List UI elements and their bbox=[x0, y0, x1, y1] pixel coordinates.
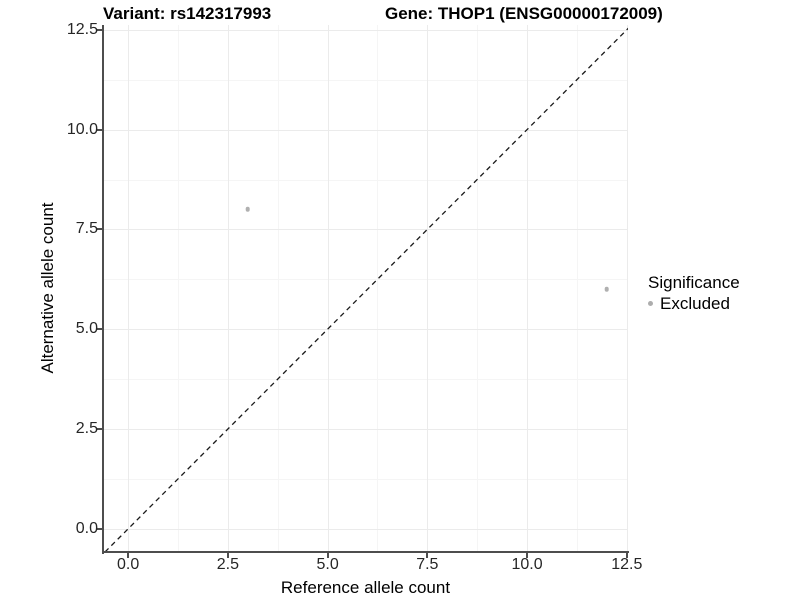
x-tick-mark bbox=[625, 553, 628, 558]
gridline-major-h bbox=[103, 528, 628, 530]
gridline-minor-h bbox=[103, 79, 628, 81]
gridline-major-v bbox=[128, 25, 130, 552]
data-point bbox=[604, 287, 610, 292]
gridline-minor-v bbox=[277, 25, 279, 552]
gridline-major-h bbox=[103, 129, 628, 131]
x-axis-line bbox=[102, 551, 629, 553]
y-tick-label: 0.0 bbox=[75, 519, 98, 537]
x-tick-label: 5.0 bbox=[316, 556, 339, 573]
legend-item-excluded: Excluded bbox=[648, 294, 740, 313]
x-axis-title: Reference allele count bbox=[280, 578, 451, 597]
y-tick-mark bbox=[97, 527, 102, 530]
y-tick-mark bbox=[97, 428, 102, 431]
gridline-major-v bbox=[626, 25, 628, 552]
x-tick-mark bbox=[226, 553, 229, 558]
x-tick-label: 10.0 bbox=[511, 556, 543, 573]
gridline-major-v bbox=[327, 25, 329, 552]
gridline-minor-h bbox=[103, 279, 628, 281]
gridline-minor-v bbox=[477, 25, 479, 552]
x-tick-label: 0.0 bbox=[117, 556, 140, 573]
y-tick-mark bbox=[97, 228, 102, 231]
legend-item-label: Excluded bbox=[660, 294, 730, 313]
plot-title-variant: Variant: rs142317993 bbox=[103, 4, 272, 23]
y-axis-line bbox=[102, 25, 104, 554]
legend: Significance Excluded bbox=[648, 273, 740, 313]
x-tick-mark bbox=[426, 553, 429, 558]
y-tick-label: 12.5 bbox=[66, 20, 98, 38]
gridline-minor-h bbox=[103, 179, 628, 181]
identity-dashed-line bbox=[104, 27, 628, 552]
gridline-minor-v bbox=[377, 25, 379, 552]
y-tick-mark bbox=[97, 328, 102, 331]
gridline-major-v bbox=[527, 25, 529, 552]
gridline-major-h bbox=[103, 329, 628, 331]
gridline-minor-h bbox=[103, 379, 628, 381]
gridline-major-h bbox=[103, 229, 628, 231]
y-tick-label: 2.5 bbox=[75, 420, 98, 438]
plot-panel bbox=[103, 25, 628, 552]
gridline-minor-v bbox=[576, 25, 578, 552]
x-tick-label: 12.5 bbox=[611, 556, 643, 573]
data-point bbox=[245, 207, 251, 212]
gridline-major-v bbox=[427, 25, 429, 552]
gridline-major-h bbox=[103, 29, 628, 31]
x-tick-label: 2.5 bbox=[216, 556, 239, 573]
y-tick-label: 10.0 bbox=[66, 120, 98, 138]
plot-title-gene: Gene: THOP1 (ENSG00000172009) bbox=[385, 4, 663, 23]
x-tick-mark bbox=[326, 553, 329, 558]
gridline-major-v bbox=[227, 25, 229, 552]
y-tick-label: 7.5 bbox=[75, 220, 98, 238]
gridline-minor-v bbox=[178, 25, 179, 552]
x-tick-mark bbox=[127, 553, 130, 558]
legend-title: Significance bbox=[648, 273, 740, 292]
y-tick-label: 5.0 bbox=[75, 320, 98, 338]
x-tick-mark bbox=[526, 553, 529, 558]
x-tick-label: 7.5 bbox=[416, 556, 439, 573]
gridline-minor-h bbox=[103, 478, 628, 480]
y-tick-mark bbox=[97, 128, 102, 131]
legend-key-dot-icon bbox=[648, 301, 653, 306]
gridline-major-h bbox=[103, 429, 628, 431]
y-tick-mark bbox=[97, 28, 102, 31]
